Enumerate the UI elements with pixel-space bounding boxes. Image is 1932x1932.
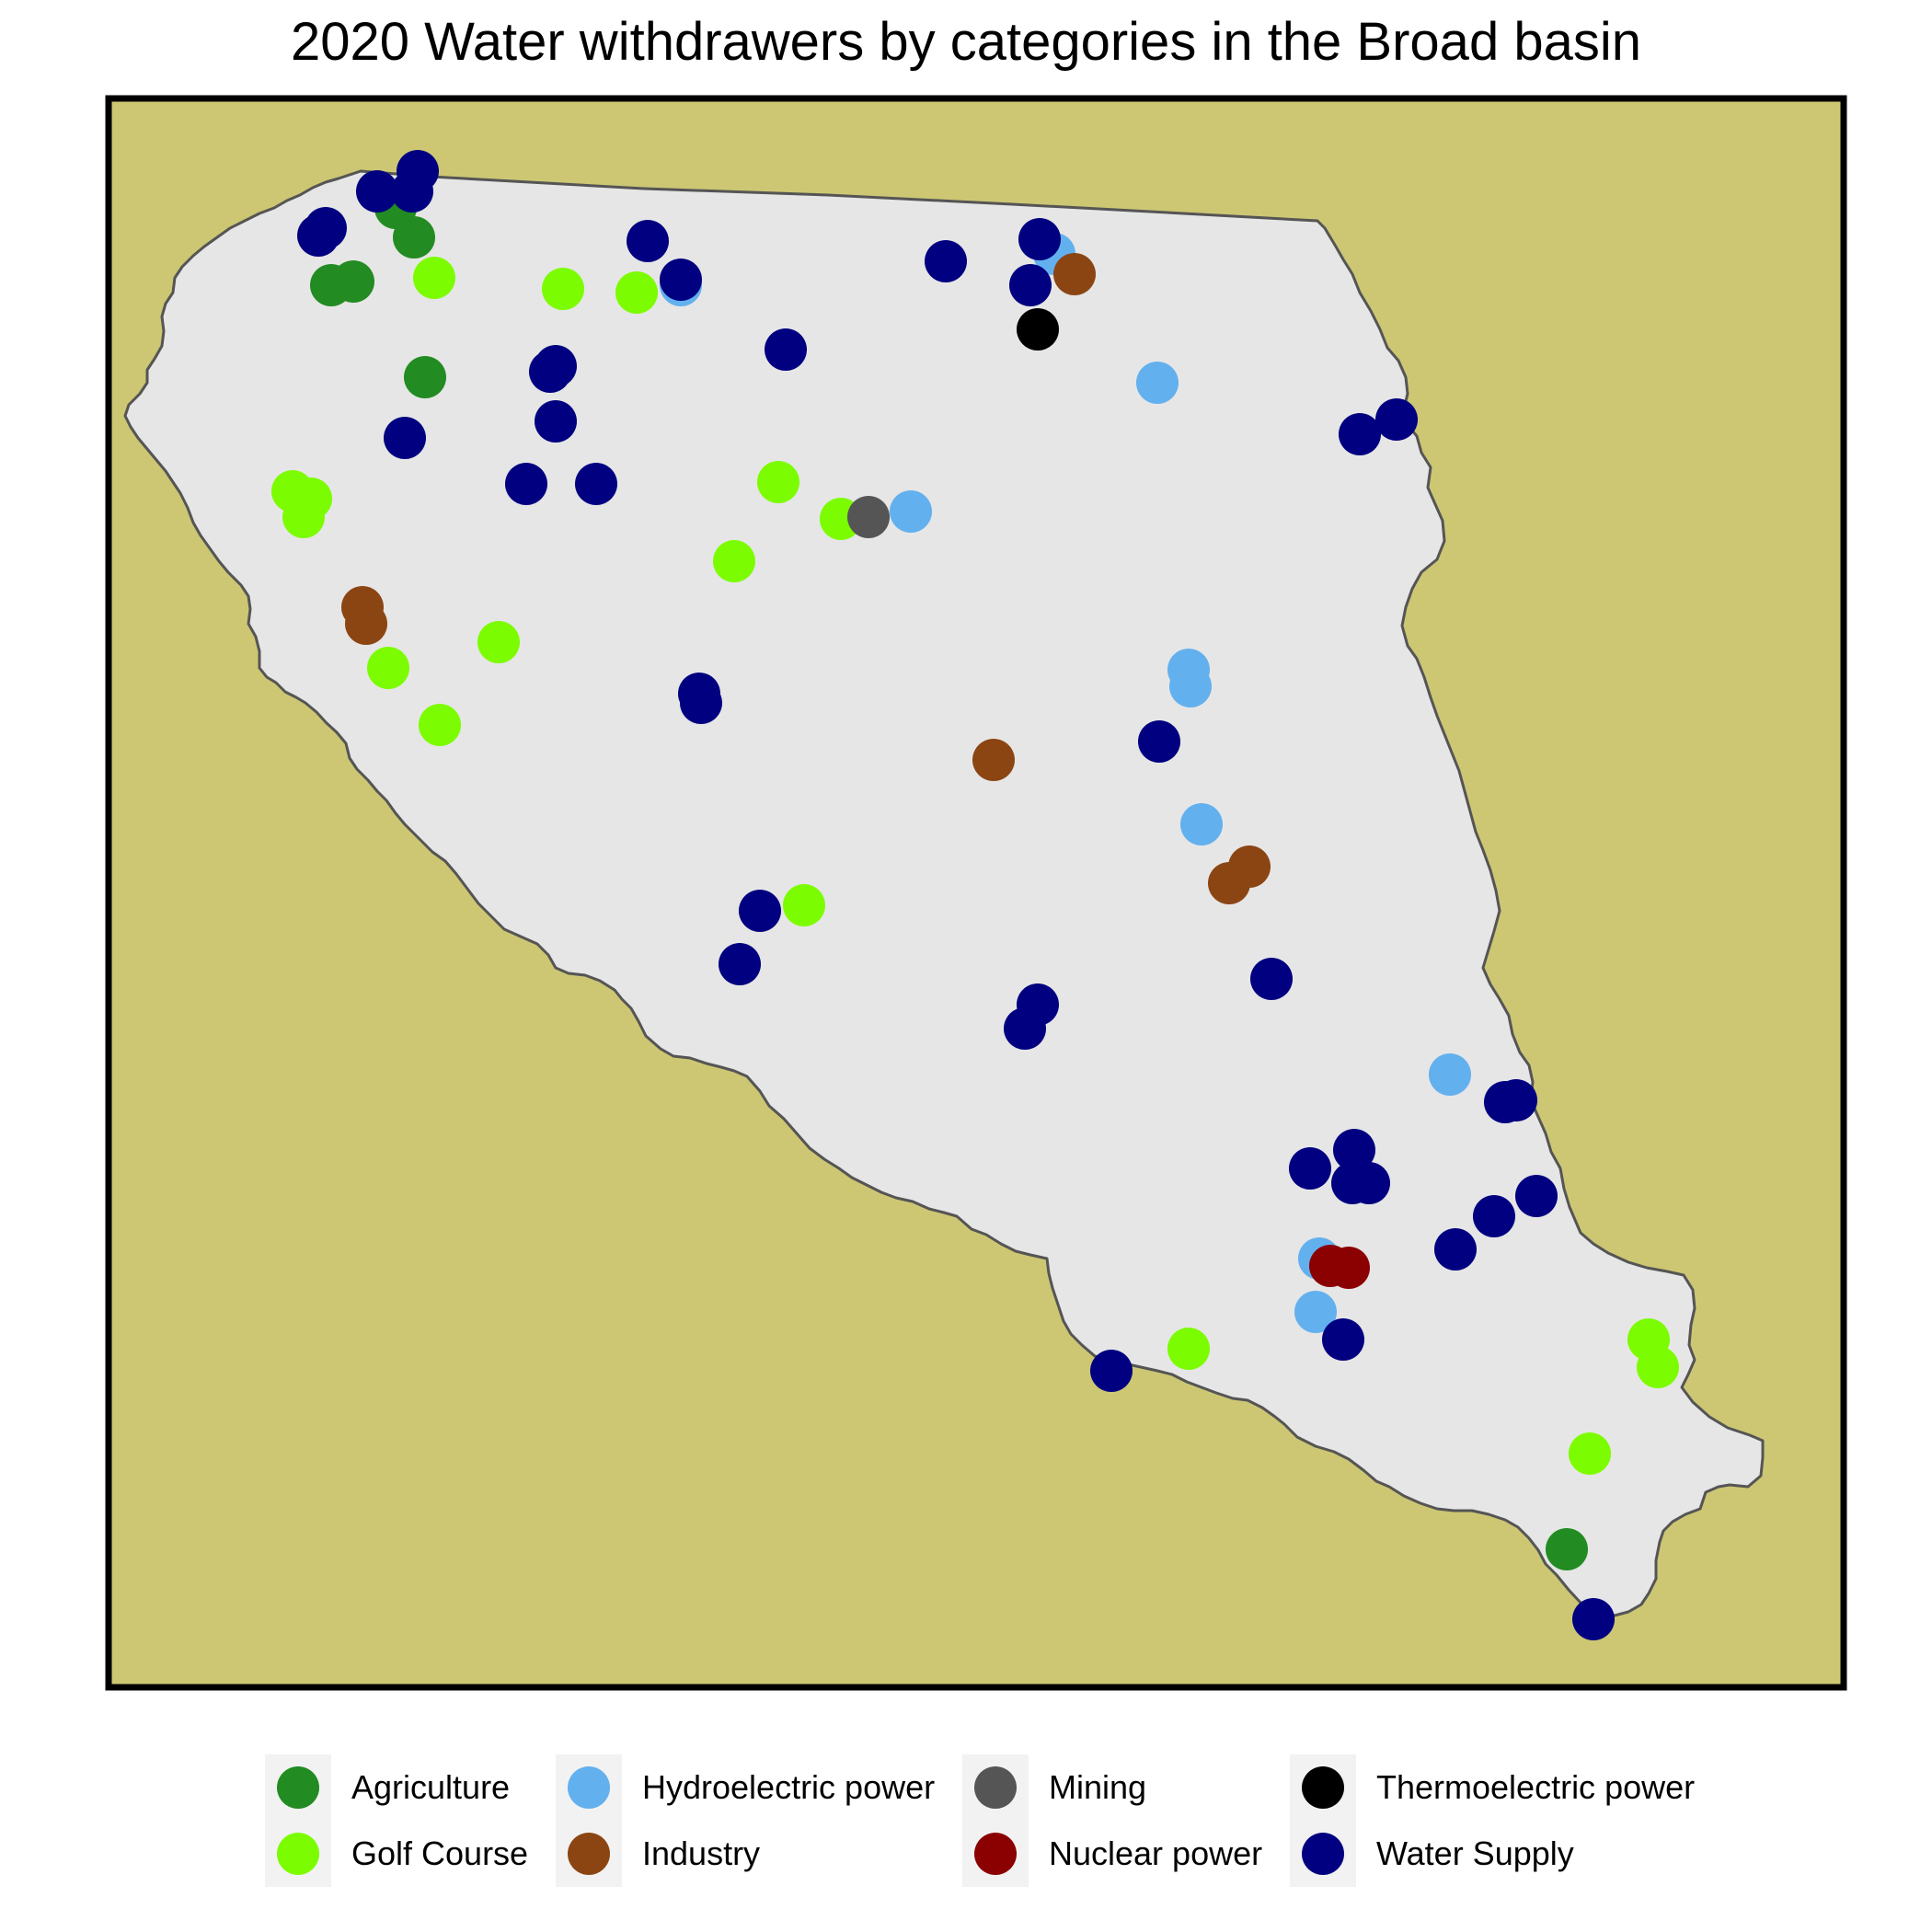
industry-withdrawal-point: [972, 739, 1015, 781]
hydroelectric-swatch: [568, 1766, 610, 1809]
agriculture-withdrawal-point: [1546, 1528, 1588, 1570]
water-withdrawal-point: [535, 345, 577, 387]
mining-swatch: [974, 1766, 1017, 1809]
water-withdrawal-point: [1009, 264, 1052, 306]
legend-item-agriculture: Agriculture: [265, 1754, 511, 1821]
legend-label-industry: Industry: [642, 1834, 761, 1872]
agriculture-withdrawal-point: [393, 216, 435, 259]
water-withdrawal-point: [765, 328, 807, 371]
water-withdrawal-point: [1495, 1079, 1537, 1121]
legend-label-hydroelectric: Hydroelectric power: [642, 1768, 936, 1806]
legend-label-agriculture: Agriculture: [351, 1768, 511, 1806]
golf-withdrawal-point: [477, 621, 520, 663]
agriculture-withdrawal-point: [404, 356, 446, 398]
mining-withdrawal-point: [847, 496, 890, 538]
water-withdrawal-point: [1289, 1147, 1331, 1190]
agriculture-withdrawal-point: [332, 260, 374, 303]
hydro-withdrawal-point: [890, 490, 932, 533]
water-withdrawal-point: [1004, 1007, 1046, 1050]
golf-withdrawal-point: [1167, 1328, 1210, 1370]
thermo-withdrawal-point: [1017, 308, 1059, 351]
golf-withdrawal-point: [713, 540, 755, 582]
nuclear-withdrawal-point: [1328, 1247, 1370, 1289]
legend-label-golf-course: Golf Course: [351, 1834, 529, 1872]
legend-label-thermoelectric: Thermoelectric power: [1376, 1768, 1696, 1806]
golf-withdrawal-point: [413, 257, 455, 299]
water-withdrawal-point: [575, 463, 617, 505]
water-withdrawal-point: [660, 259, 702, 301]
golf-withdrawal-point: [419, 704, 461, 746]
agriculture-swatch: [277, 1766, 319, 1809]
water-withdrawal-point: [1018, 218, 1061, 260]
water-withdrawal-point: [719, 943, 761, 985]
industry-withdrawal-point: [1053, 253, 1096, 295]
industry-swatch: [568, 1833, 610, 1875]
legend-item-thermoelectric: Thermoelectric power: [1290, 1754, 1696, 1821]
water-withdrawal-point: [384, 417, 426, 459]
water-withdrawal-point: [356, 170, 398, 213]
water-withdrawal-point: [1572, 1598, 1615, 1640]
water-withdrawal-point: [1473, 1195, 1515, 1237]
hydro-withdrawal-point: [1180, 803, 1223, 845]
water-withdrawal-point: [1090, 1350, 1133, 1392]
golf-withdrawal-point: [783, 884, 825, 926]
golf-withdrawal-point: [1569, 1432, 1611, 1475]
water-withdrawal-point: [925, 240, 967, 282]
water-withdrawal-point: [391, 170, 433, 213]
water-withdrawal-point: [1348, 1162, 1390, 1204]
golf-withdrawal-point: [542, 268, 584, 310]
golf-course-swatch: [277, 1833, 319, 1875]
water-withdrawal-point: [680, 682, 722, 724]
water-withdrawal-point: [1515, 1175, 1558, 1217]
water-supply-swatch: [1302, 1833, 1344, 1875]
industry-withdrawal-point: [345, 603, 387, 645]
hydro-withdrawal-point: [1294, 1291, 1337, 1333]
legend-item-nuclear: Nuclear power: [962, 1821, 1263, 1887]
water-withdrawal-point: [1375, 398, 1418, 441]
legend-item-industry: Industry: [556, 1821, 761, 1887]
golf-withdrawal-point: [367, 647, 409, 689]
hydro-withdrawal-point: [1429, 1053, 1471, 1096]
water-withdrawal-point: [627, 220, 669, 262]
water-withdrawal-point: [505, 463, 547, 505]
golf-withdrawal-point: [282, 496, 325, 538]
water-withdrawal-point: [297, 214, 339, 257]
hydro-withdrawal-point: [1169, 665, 1212, 707]
legend-item-hydroelectric: Hydroelectric power: [556, 1754, 936, 1821]
water-withdrawal-point: [739, 890, 781, 932]
water-withdrawal-point: [1434, 1228, 1477, 1271]
water-withdrawal-point: [1138, 720, 1180, 763]
water-withdrawal-point: [1250, 958, 1293, 1000]
golf-withdrawal-point: [1637, 1346, 1679, 1388]
legend-item-water-supply: Water Supply: [1290, 1821, 1574, 1887]
legend-item-golf-course: Golf Course: [265, 1821, 529, 1887]
golf-withdrawal-point: [615, 271, 658, 314]
legend-label-water-supply: Water Supply: [1376, 1834, 1574, 1872]
water-withdrawal-point: [1322, 1318, 1364, 1361]
withdrawal-points-layer: [271, 150, 1679, 1640]
legend-item-mining: Mining: [962, 1754, 1147, 1821]
map-title: 2020 Water withdrawers by categories in …: [291, 12, 1641, 72]
industry-withdrawal-point: [1208, 862, 1250, 904]
legend-label-mining: Mining: [1049, 1768, 1147, 1806]
legend-label-nuclear: Nuclear power: [1049, 1834, 1263, 1872]
hydro-withdrawal-point: [1136, 362, 1179, 404]
golf-withdrawal-point: [757, 461, 799, 503]
water-withdrawal-point: [1333, 1129, 1375, 1171]
water-withdrawal-point: [535, 400, 577, 443]
nuclear-swatch: [974, 1833, 1017, 1875]
legend: Agriculture Golf Course Hydroelectric po…: [265, 1754, 1700, 1898]
water-withdrawal-point: [1339, 413, 1381, 455]
thermoelectric-swatch: [1302, 1766, 1344, 1809]
